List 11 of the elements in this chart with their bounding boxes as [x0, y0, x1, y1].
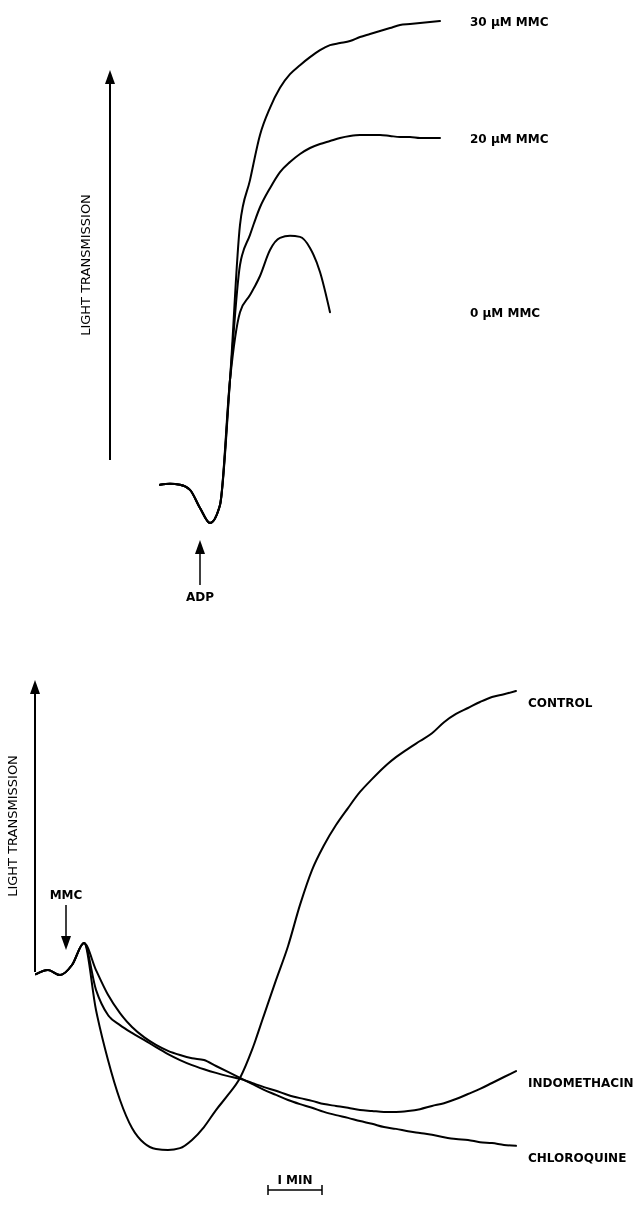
text: 30 µM MMC	[470, 15, 549, 29]
text: I MIN	[277, 1173, 313, 1187]
y-axis-title: LIGHT TRANSMISSION	[78, 194, 93, 336]
text: 0 µM MMC	[470, 306, 541, 321]
y-axis-title: LIGHT TRANSMISSION	[5, 755, 20, 897]
series-label: CONTROL	[528, 696, 593, 710]
annotation: MMC	[49, 888, 83, 902]
text: ADP	[185, 590, 215, 604]
text: 20 µM MMC	[470, 131, 549, 146]
series-label: INDOMETHACIN	[528, 1076, 634, 1091]
series-label: CHLOROQUINE	[528, 1150, 627, 1165]
